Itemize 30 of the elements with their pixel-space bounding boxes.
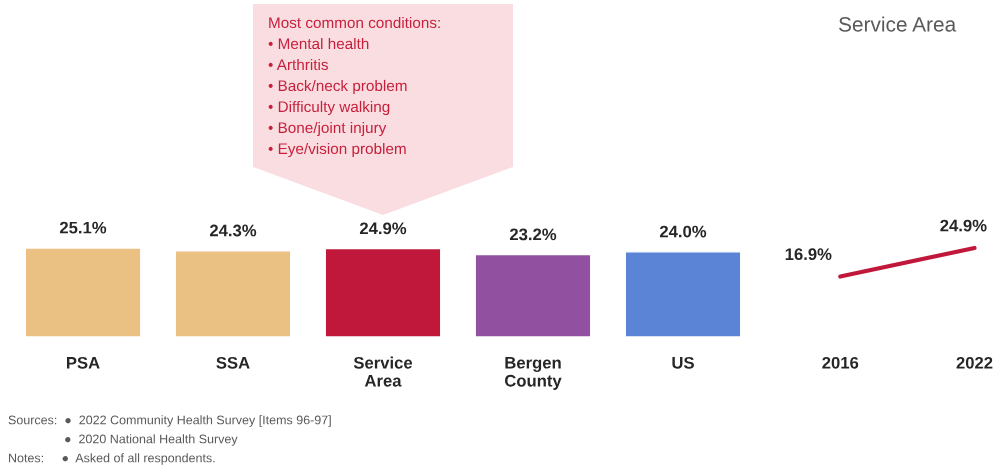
chart-title: Service Area [839, 16, 957, 32]
x-tick-label: PSA [66, 356, 100, 369]
data-label: 25.1% [59, 221, 107, 234]
data-label: 16.9% [785, 248, 832, 261]
text: • Mental health [268, 37, 369, 50]
data-label: 24.3% [209, 224, 257, 237]
source-note: Sources: ● 2022 Community Health Survey [Items 96-97] [8, 415, 331, 427]
x-tick-label: US [672, 356, 694, 369]
text: • Back/neck problem [268, 79, 407, 95]
bar [324, 247, 442, 337]
text: Notes: ● Asked of all respondents. [9, 453, 215, 465]
data-label: 24.9% [359, 222, 407, 235]
text: • Eye/vision problem [268, 142, 406, 158]
x-tick-label: 2022 [956, 356, 993, 369]
data-label: 23.2% [509, 228, 557, 241]
data-label: 24.9% [940, 219, 987, 232]
x-tick-label: 2016 [822, 356, 859, 369]
x-tick-label: Bergen County [504, 356, 562, 390]
text: • Bone/joint injury [268, 121, 387, 137]
text: Most common conditions: [269, 16, 440, 29]
bar [174, 250, 292, 337]
bar [474, 253, 592, 337]
text: • Arthritis [268, 58, 328, 71]
data-label: 24.0% [659, 225, 707, 238]
bar [24, 247, 142, 337]
bar [624, 251, 742, 337]
text: ● 2020 National Health Survey [65, 434, 238, 446]
text: • Difficulty walking [268, 100, 390, 116]
x-tick-label: SSA [216, 356, 250, 369]
x-tick-label: Service Area [353, 356, 413, 387]
